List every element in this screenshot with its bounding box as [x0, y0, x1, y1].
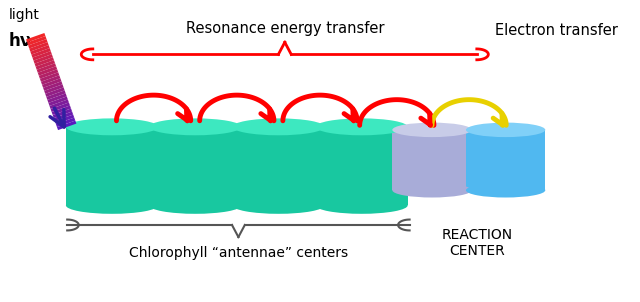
Ellipse shape	[316, 197, 408, 214]
Text: Chlorophyll “antennae” centers: Chlorophyll “antennae” centers	[129, 246, 348, 260]
Polygon shape	[316, 127, 408, 205]
Polygon shape	[149, 127, 241, 205]
Ellipse shape	[66, 118, 158, 135]
Ellipse shape	[149, 197, 241, 214]
Polygon shape	[392, 130, 472, 190]
Text: Resonance energy transfer: Resonance energy transfer	[186, 21, 384, 36]
Ellipse shape	[392, 183, 472, 198]
Ellipse shape	[232, 197, 324, 214]
Text: hν: hν	[9, 32, 32, 50]
Ellipse shape	[149, 118, 241, 135]
Text: light: light	[9, 8, 40, 21]
Ellipse shape	[316, 118, 408, 135]
Polygon shape	[232, 127, 324, 205]
Polygon shape	[466, 130, 545, 190]
Ellipse shape	[392, 123, 472, 137]
Ellipse shape	[466, 123, 545, 137]
Ellipse shape	[232, 118, 324, 135]
Text: Electron transfer: Electron transfer	[495, 23, 618, 38]
Ellipse shape	[66, 197, 158, 214]
Text: REACTION
CENTER: REACTION CENTER	[441, 228, 513, 258]
Ellipse shape	[466, 183, 545, 198]
Polygon shape	[66, 127, 158, 205]
